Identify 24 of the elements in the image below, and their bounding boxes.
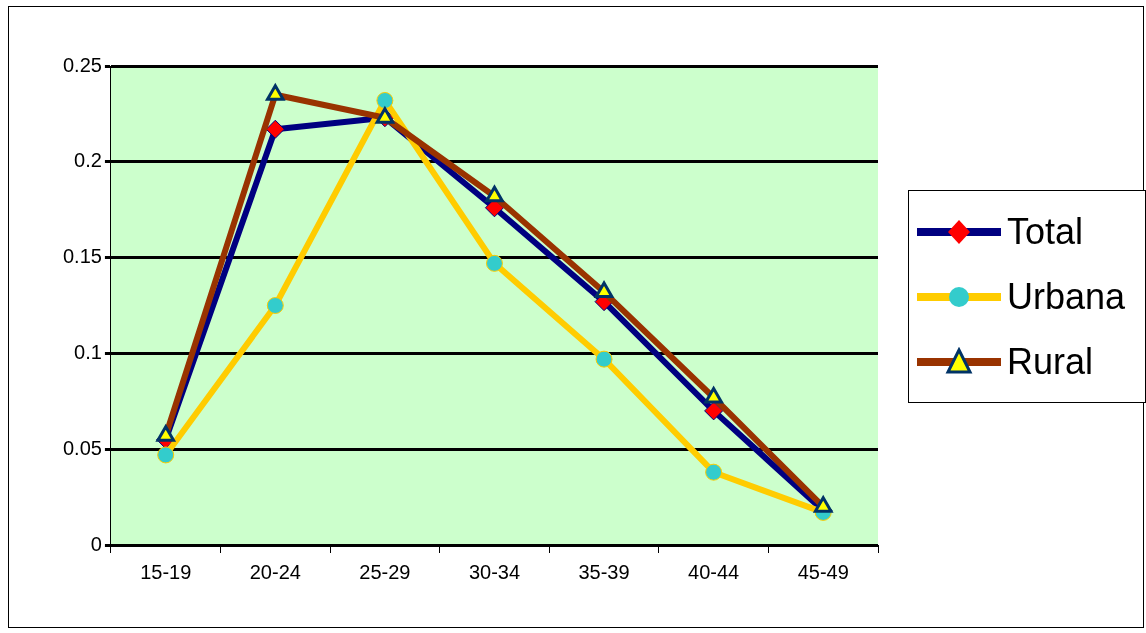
x-tick-label: 30-34 — [468, 560, 521, 583]
y-tick-label: 0.05 — [62, 436, 102, 459]
x-tick-label: 35-39 — [578, 560, 630, 583]
legend-label: Rural — [1007, 340, 1094, 383]
point — [595, 350, 613, 368]
y-tick-label: 0.15 — [62, 245, 102, 268]
point — [376, 91, 394, 109]
legend-label: Total — [1007, 210, 1084, 253]
x-tick-label: 20-24 — [249, 560, 301, 583]
x-tick-label: 25-29 — [359, 560, 411, 583]
x-tick-label: 40-44 — [688, 560, 740, 583]
y-tick-label: 0.2 — [74, 149, 102, 172]
y-tick-label: 0.1 — [74, 340, 102, 363]
x-tick-label: 15-19 — [140, 560, 192, 583]
x-tick-label: 45-49 — [797, 560, 849, 583]
point — [485, 254, 503, 272]
legend-label: Urbana — [1007, 275, 1126, 318]
point — [704, 401, 724, 421]
point — [265, 119, 285, 139]
point — [705, 463, 723, 481]
point — [157, 446, 175, 464]
point — [266, 297, 284, 314]
y-tick-label: 0.25 — [62, 53, 102, 76]
y-tick-label: 0 — [90, 532, 102, 555]
